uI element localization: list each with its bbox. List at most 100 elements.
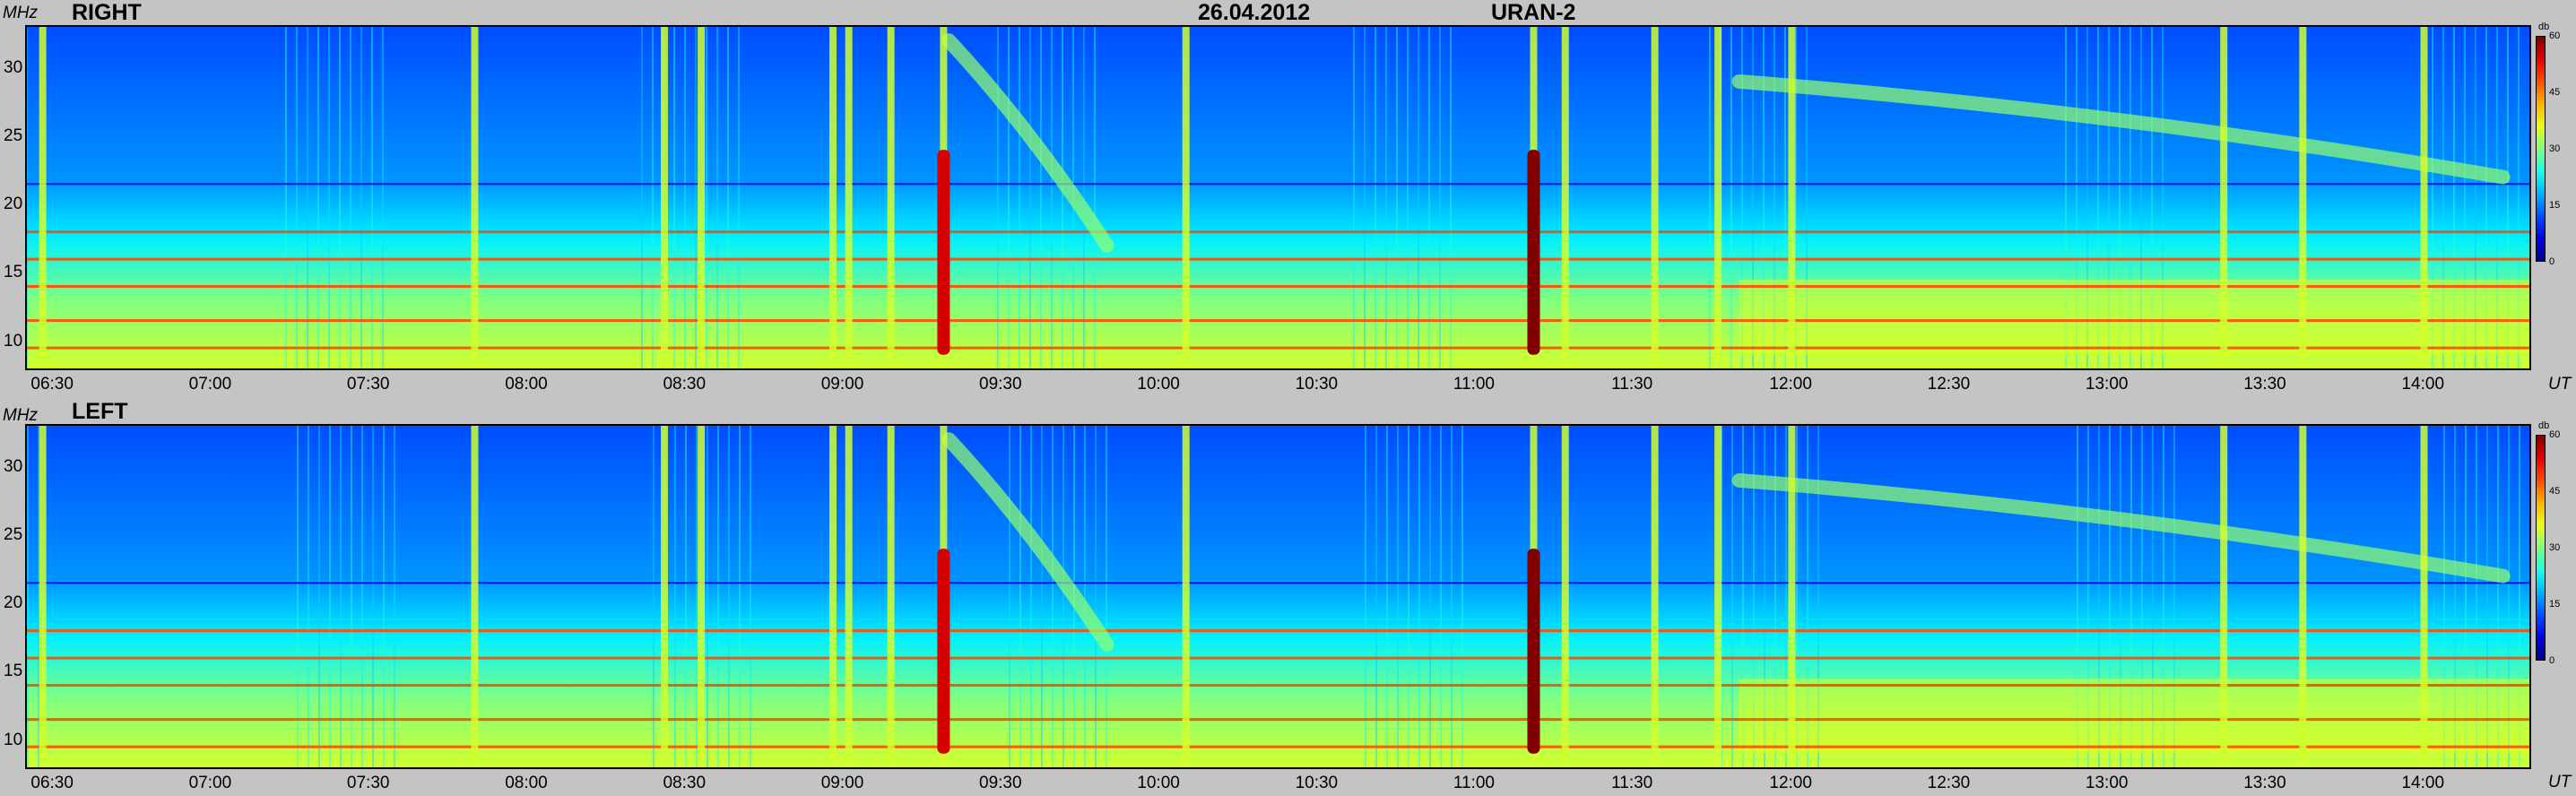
burst-mark: [845, 27, 853, 368]
x-tick-label: 09:30: [979, 774, 1022, 792]
x-tick-label: 10:00: [1137, 774, 1180, 792]
colorbar: [2536, 36, 2546, 262]
x-tick-label: 12:30: [1927, 774, 1971, 792]
burst-mark: [2420, 426, 2428, 767]
x-tick-label: 08:00: [505, 774, 548, 792]
colorbar-unit: db: [2538, 22, 2550, 32]
colorbar-tick: 45: [2549, 486, 2561, 497]
burst-mark: [1182, 27, 1190, 368]
drifting-feature: [941, 33, 1115, 253]
x-tick-label: 07:30: [346, 774, 390, 792]
burst-mark: [39, 426, 47, 767]
burst-mark: [1714, 426, 1722, 767]
colorbar-tick: 30: [2549, 542, 2561, 553]
strong-burst-mark: [937, 150, 950, 355]
x-tick-label: 07:00: [188, 774, 232, 792]
colorbar-tick: 0: [2549, 655, 2555, 666]
colorbar: [2536, 435, 2546, 661]
burst-mark: [471, 27, 479, 368]
y-tick-label: 25: [4, 125, 23, 145]
x-tick-label: 14:00: [2401, 375, 2445, 394]
colorbar-tick: 15: [2549, 200, 2561, 211]
x-tick-label: 10:30: [1295, 375, 1339, 394]
strong-burst-mark: [1527, 150, 1540, 355]
burst-mark: [1788, 27, 1796, 368]
burst-mark: [660, 426, 668, 767]
y-tick-label: 15: [4, 263, 23, 282]
spectrogram-left: [25, 424, 2531, 769]
y-tick-label: 20: [4, 593, 23, 613]
panel-title-left: LEFT: [72, 399, 128, 424]
burst-mark: [1651, 426, 1659, 767]
strong-burst-mark: [937, 549, 950, 754]
x-tick-label: 12:30: [1927, 375, 1971, 394]
lowfreq-enhancement: [1739, 678, 2529, 754]
x-tick-label: 13:30: [2243, 375, 2286, 394]
x-tick-label: 09:00: [820, 774, 864, 792]
drifting-feature: [1731, 472, 2511, 584]
y-tick-label: 10: [4, 331, 23, 350]
x-tick-label: 11:30: [1611, 774, 1653, 792]
colorbar-tick: 0: [2549, 256, 2555, 267]
burst-mark: [828, 426, 837, 767]
colorbar-tick: 15: [2549, 599, 2561, 610]
burst-mark: [2299, 27, 2307, 368]
colorbar-tick: 45: [2549, 87, 2561, 98]
y-tick-label: 10: [4, 730, 23, 749]
x-tick-label: 12:00: [1769, 774, 1812, 792]
burst-mark: [1182, 426, 1190, 767]
spectrogram-svg: [27, 426, 2529, 767]
x-tick-label: 08:30: [663, 375, 707, 394]
y-tick-label: 25: [4, 524, 23, 544]
x-tick-label: 12:00: [1769, 375, 1812, 394]
burst-mark: [1561, 27, 1569, 368]
x-tick-label: 13:00: [2085, 375, 2129, 394]
burst-mark: [471, 426, 479, 767]
drifting-feature: [1731, 74, 2511, 185]
burst-mark: [1561, 426, 1569, 767]
x-tick-label: 08:30: [663, 774, 707, 792]
burst-mark: [2220, 27, 2228, 368]
colorbar-unit: db: [2538, 420, 2550, 431]
date-label: 26.04.2012: [1198, 0, 1311, 25]
strong-burst-mark: [1527, 549, 1540, 754]
y-tick-label: 15: [4, 662, 23, 681]
x-tick-label: 06:30: [30, 774, 74, 792]
y-unit-label-right-panel: MHz: [3, 4, 39, 22]
burst-mark: [660, 27, 668, 368]
x-tick-label: 14:00: [2401, 774, 2445, 792]
burst-mark: [2220, 426, 2228, 767]
x-tick-label: 09:00: [820, 375, 864, 394]
spectrogram-right: [25, 25, 2531, 370]
burst-mark: [1788, 426, 1796, 767]
spectrogram-svg: [27, 27, 2529, 368]
burst-mark: [2420, 27, 2428, 368]
colorbar-tick: 60: [2549, 30, 2561, 41]
y-tick-label: 20: [4, 195, 23, 214]
y-tick-label: 30: [4, 456, 23, 476]
lowfreq-enhancement: [1739, 279, 2529, 355]
panel-title-right: RIGHT: [72, 0, 142, 25]
x-tick-label: 11:00: [1453, 774, 1495, 792]
x-tick-label: 07:30: [346, 375, 390, 394]
burst-mark: [1651, 27, 1659, 368]
x-tick-label: 11:00: [1453, 375, 1495, 394]
drifting-feature: [941, 432, 1115, 652]
burst-mark: [887, 27, 895, 368]
x-tick-label: 11:30: [1611, 375, 1653, 394]
burst-mark: [1714, 27, 1722, 368]
x-unit-label-left-panel: UT: [2548, 773, 2572, 792]
colorbar-tick: 60: [2549, 429, 2561, 440]
burst-mark: [887, 426, 895, 767]
y-tick-label: 30: [4, 57, 23, 77]
colorbar-tick: 30: [2549, 143, 2561, 154]
x-tick-label: 09:30: [979, 375, 1022, 394]
x-tick-label: 06:30: [30, 375, 74, 394]
burst-mark: [39, 27, 47, 368]
x-unit-label-right-panel: UT: [2548, 375, 2572, 394]
y-unit-label-left-panel: MHz: [3, 406, 39, 425]
x-tick-label: 13:30: [2243, 774, 2286, 792]
burst-mark: [698, 426, 706, 767]
x-tick-label: 13:00: [2085, 774, 2129, 792]
burst-mark: [828, 27, 837, 368]
